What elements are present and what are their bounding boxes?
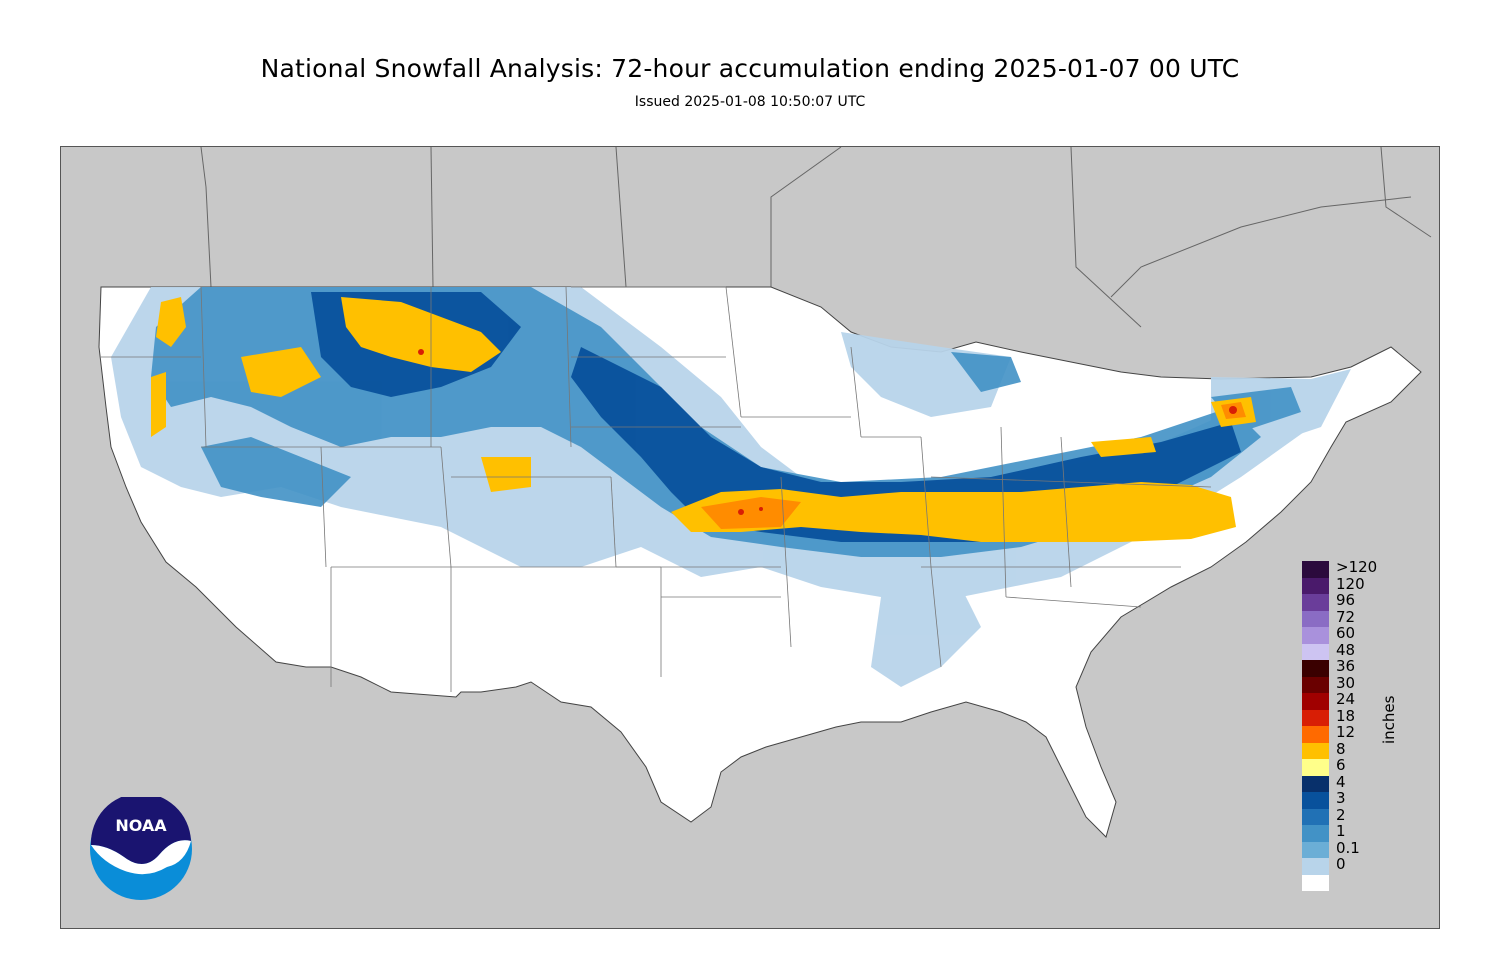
legend-swatch	[1302, 693, 1329, 710]
legend-label: 0.1	[1336, 838, 1360, 857]
legend-swatch	[1302, 874, 1329, 891]
legend-swatch	[1302, 841, 1329, 858]
legend-label: 6	[1336, 756, 1346, 774]
legend-label: 18	[1336, 706, 1356, 725]
legend-label: 2	[1336, 805, 1346, 824]
legend-label: 72	[1336, 607, 1356, 626]
legend-label: 8	[1336, 739, 1346, 758]
legend-label: 1	[1336, 822, 1346, 840]
map-svg	[98, 147, 1432, 838]
legend-swatch	[1302, 825, 1329, 842]
legend-label: 3	[1336, 789, 1346, 807]
legend-swatch	[1302, 643, 1329, 660]
legend-swatch	[1302, 808, 1329, 825]
legend-label: 0	[1336, 855, 1346, 873]
snow-yellow	[151, 297, 1256, 542]
legend-label: 4	[1336, 772, 1346, 791]
legend-swatch	[1302, 577, 1329, 594]
legend-label: 48	[1336, 640, 1356, 659]
map-subtitle: Issued 2025-01-08 10:50:07 UTC	[634, 94, 866, 110]
legend-swatch	[1302, 742, 1329, 759]
legend-label: 60	[1336, 624, 1356, 642]
legend-label: >120	[1336, 558, 1378, 576]
legend-label: 96	[1336, 591, 1356, 609]
international-borders	[200, 147, 1432, 328]
legend-units: inches	[1380, 695, 1398, 744]
legend-label: 120	[1336, 574, 1365, 593]
logo-text: NOAA	[115, 816, 167, 835]
legend-swatch	[1302, 858, 1329, 875]
legend-label: 12	[1336, 723, 1356, 741]
legend-swatch	[1302, 561, 1329, 578]
legend-swatch	[1302, 709, 1329, 726]
noaa-logo: NOAA	[89, 792, 193, 905]
legend-swatch	[1302, 610, 1329, 627]
legend-label: 30	[1336, 673, 1356, 692]
legend-swatch	[1302, 759, 1329, 776]
snowfall-map	[60, 146, 1440, 929]
snow-red	[418, 349, 1237, 515]
legend-swatch	[1302, 676, 1329, 693]
legend-swatch	[1302, 792, 1329, 809]
legend-swatch	[1302, 594, 1329, 611]
state-boundaries	[101, 286, 1212, 692]
legend-swatch	[1302, 726, 1329, 743]
legend-label: 24	[1336, 690, 1356, 708]
legend-swatch	[1302, 627, 1329, 644]
legend-swatch	[1302, 660, 1329, 677]
map-title: National Snowfall Analysis: 72-hour accu…	[260, 54, 1240, 83]
legend-swatch	[1302, 775, 1329, 792]
legend-label: 36	[1336, 657, 1356, 675]
